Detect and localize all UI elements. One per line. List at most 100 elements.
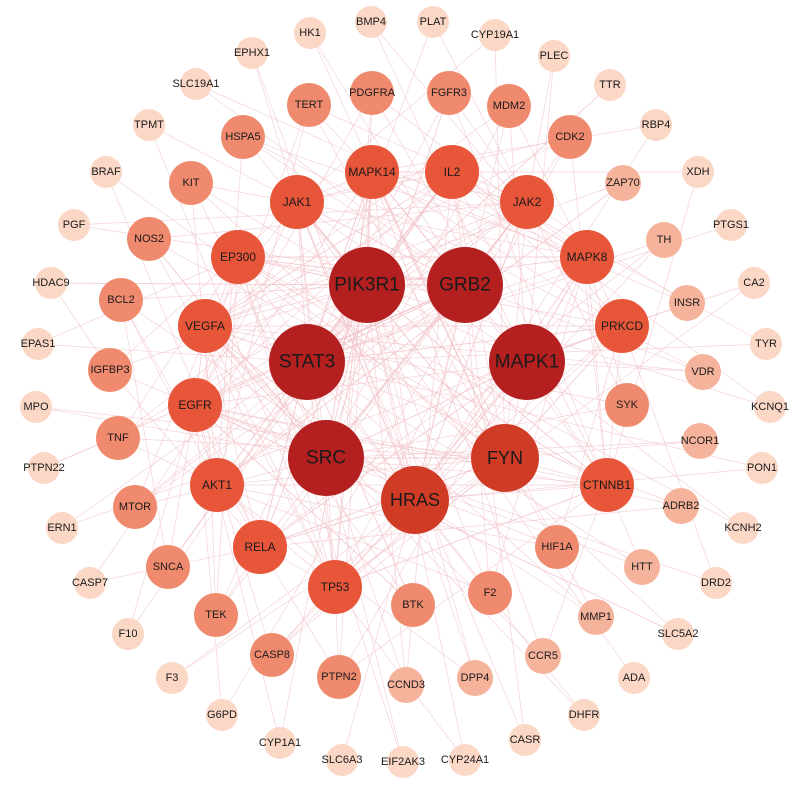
node-pon1[interactable]: PON1 [746,452,778,484]
node-ccnd3[interactable]: CCND3 [387,667,425,703]
node-label: PTPN22 [23,462,65,474]
node-ctnnb1[interactable]: CTNNB1 [580,458,634,512]
node-tpmt[interactable]: TPMT [133,109,165,141]
node-pgf[interactable]: PGF [58,209,90,241]
node-syk[interactable]: SYK [605,383,649,427]
node-ptpn2[interactable]: PTPN2 [317,655,361,699]
node-circle [46,512,78,544]
node-hdac9[interactable]: HDAC9 [32,267,70,299]
node-slc5a2[interactable]: SLC5A2 [658,618,699,650]
node-hspa5[interactable]: HSPA5 [221,115,265,159]
node-bmp4[interactable]: BMP4 [355,6,387,38]
node-epas1[interactable]: EPAS1 [21,328,56,360]
node-cyp1a1[interactable]: CYP1A1 [259,727,301,759]
node-tp53[interactable]: TP53 [308,560,362,614]
node-hras[interactable]: HRAS [381,466,449,534]
node-ccr5[interactable]: CCR5 [525,638,561,674]
node-plec[interactable]: PLEC [538,40,570,72]
node-tek[interactable]: TEK [194,593,238,637]
node-src[interactable]: SRC [288,420,364,496]
node-ncor1[interactable]: NCOR1 [681,423,720,459]
node-ptgs1[interactable]: PTGS1 [713,209,749,241]
node-igfbp3[interactable]: IGFBP3 [88,348,132,392]
node-rbp4[interactable]: RBP4 [640,109,672,141]
node-ttr[interactable]: TTR [594,69,626,101]
node-cyp24a1[interactable]: CYP24A1 [441,744,489,776]
node-jak1[interactable]: JAK1 [270,175,324,229]
node-circle [211,230,265,284]
node-f2[interactable]: F2 [468,571,512,615]
node-drd2[interactable]: DRD2 [700,567,732,599]
node-ptpn22[interactable]: PTPN22 [23,452,65,484]
node-f10[interactable]: F10 [112,618,144,650]
node-mapk1[interactable]: MAPK1 [489,324,565,400]
node-tnf[interactable]: TNF [96,416,140,460]
node-vegfa[interactable]: VEGFA [178,299,232,353]
node-pik3r1[interactable]: PIK3R1 [329,247,405,323]
node-ada[interactable]: ADA [618,662,650,694]
node-tyr[interactable]: TYR [750,328,782,360]
node-kcnq1[interactable]: KCNQ1 [751,391,789,423]
node-rela[interactable]: RELA [233,520,287,574]
node-stat3[interactable]: STAT3 [269,324,345,400]
node-grb2[interactable]: GRB2 [427,247,503,323]
node-cdk2[interactable]: CDK2 [548,115,592,159]
node-kit[interactable]: KIT [169,161,213,205]
node-zap70[interactable]: ZAP70 [605,165,641,201]
node-mapk14[interactable]: MAPK14 [345,145,399,199]
node-casp7[interactable]: CASP7 [72,567,108,599]
node-braf[interactable]: BRAF [90,156,122,188]
node-circle [269,324,345,400]
node-insr[interactable]: INSR [669,285,705,321]
edge-JAK1-EGFR [194,201,298,406]
node-label: HDAC9 [32,277,69,289]
node-tert[interactable]: TERT [287,83,331,127]
node-label: CCR5 [528,650,558,662]
node-fyn[interactable]: FYN [471,424,539,492]
node-plat[interactable]: PLAT [417,6,449,38]
node-btk[interactable]: BTK [391,583,435,627]
node-slc6a3[interactable]: SLC6A3 [322,744,363,776]
node-hk1[interactable]: HK1 [294,17,326,49]
node-th[interactable]: TH [646,222,682,258]
node-snca[interactable]: SNCA [146,545,190,589]
node-htt[interactable]: HTT [624,549,660,585]
node-vdr[interactable]: VDR [685,354,721,390]
node-nos2[interactable]: NOS2 [127,217,171,261]
node-mtor[interactable]: MTOR [113,485,157,529]
node-pdgfra[interactable]: PDGFRA [349,71,396,115]
node-casp8[interactable]: CASP8 [250,633,294,677]
node-bcl2[interactable]: BCL2 [99,278,143,322]
node-adrb2[interactable]: ADRB2 [663,488,700,524]
node-cyp19a1[interactable]: CYP19A1 [471,19,519,51]
node-eif2ak3[interactable]: EIF2AK3 [381,746,425,778]
node-slc19a1[interactable]: SLC19A1 [172,68,220,100]
node-ca2[interactable]: CA2 [738,267,770,299]
node-f3[interactable]: F3 [156,662,188,694]
node-xdh[interactable]: XDH [682,156,714,188]
node-dhfr[interactable]: DHFR [568,699,600,731]
node-mpo[interactable]: MPO [20,391,52,423]
node-circle [74,567,106,599]
node-akt1[interactable]: AKT1 [190,458,244,512]
node-fgfr3[interactable]: FGFR3 [427,71,471,115]
edge-HSPA5-MAPK8 [242,136,588,258]
node-il2[interactable]: IL2 [425,145,479,199]
node-label: CYP1A1 [259,737,301,749]
node-g6pd[interactable]: G6PD [206,699,238,731]
node-egfr[interactable]: EGFR [168,378,222,432]
node-dpp4[interactable]: DPP4 [457,660,493,696]
node-prkcd[interactable]: PRKCD [595,299,649,353]
node-mdm2[interactable]: MDM2 [487,84,531,128]
node-ephx1[interactable]: EPHX1 [234,37,270,69]
node-jak2[interactable]: JAK2 [500,175,554,229]
node-circle [58,209,90,241]
node-mmp1[interactable]: MMP1 [578,599,614,635]
node-ern1[interactable]: ERN1 [46,512,78,544]
node-kcnh2[interactable]: KCNH2 [724,512,762,544]
node-mapk8[interactable]: MAPK8 [560,230,614,284]
node-casr[interactable]: CASR [509,724,541,756]
node-label: CTNNB1 [583,478,631,492]
node-ep300[interactable]: EP300 [211,230,265,284]
node-hif1a[interactable]: HIF1A [535,525,579,569]
